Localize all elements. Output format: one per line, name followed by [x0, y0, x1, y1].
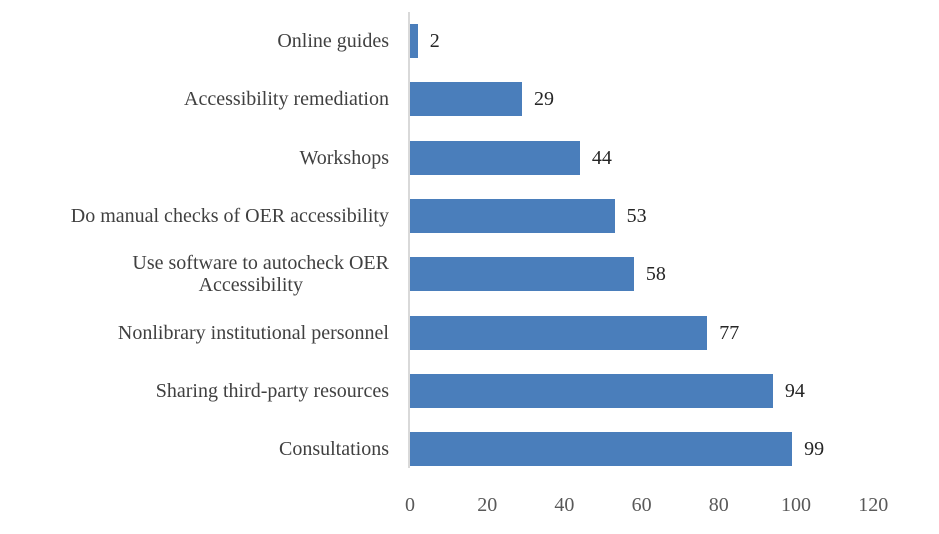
category-label-line: Accessibility remediation — [184, 88, 389, 110]
x-tick-label: 40 — [554, 494, 575, 516]
category-label: Sharing third-party resources — [0, 380, 389, 402]
bar-row: Do manual checks of OER accessibility 53 — [0, 199, 939, 233]
x-tick-label: 0 — [405, 494, 415, 516]
bar-row: Workshops 44 — [0, 141, 939, 175]
category-label: Nonlibrary institutional personnel — [0, 322, 389, 344]
x-tick-label: 100 — [781, 494, 811, 516]
bar-row: Nonlibrary institutional personnel 77 — [0, 316, 939, 350]
value-label: 44 — [591, 147, 612, 169]
value-label: 53 — [626, 205, 647, 227]
bar — [410, 199, 615, 233]
category-label: Accessibility remediation — [0, 88, 389, 110]
bar-row: Use software to autocheck OER Accessibili… — [0, 252, 939, 296]
category-label-line: Use software to autocheck OER — [132, 252, 389, 274]
value-label: 94 — [784, 380, 805, 402]
value-label: 29 — [533, 88, 554, 110]
category-label-line: Sharing third-party resources — [155, 380, 389, 402]
bar — [410, 257, 634, 291]
category-label: Workshops — [0, 147, 389, 169]
category-label: Consultations — [0, 438, 389, 460]
bar — [410, 432, 793, 466]
bar — [410, 374, 773, 408]
category-label: Use software to autocheck OER Accessibili… — [0, 252, 389, 296]
category-label-line: Workshops — [299, 147, 389, 169]
x-tick-label: 120 — [858, 494, 889, 516]
bar — [410, 141, 580, 175]
bar-row: Accessibility remediation 29 — [0, 82, 939, 116]
bar-row: Sharing third-party resources 94 — [0, 374, 939, 408]
category-label-line: Nonlibrary institutional personnel — [117, 322, 389, 344]
category-label-line: Consultations — [278, 438, 389, 460]
bar — [410, 316, 708, 350]
category-label-line: Accessibility — [198, 274, 303, 296]
bar — [410, 24, 418, 58]
category-label-line: Online guides — [277, 30, 389, 52]
value-label: 2 — [429, 30, 440, 52]
x-tick-label: 60 — [631, 494, 652, 516]
bar-row: Online guides 2 — [0, 24, 939, 58]
bar — [410, 82, 522, 116]
category-label: Online guides — [0, 30, 389, 52]
y-axis-line — [408, 12, 410, 468]
category-label-line: Do manual checks of OER accessibility — [70, 205, 389, 227]
value-label: 58 — [645, 263, 666, 285]
x-tick-label: 80 — [708, 494, 729, 516]
value-label: 77 — [719, 322, 740, 344]
bar-row: Consultations 99 — [0, 432, 939, 466]
x-tick-label: 20 — [477, 494, 498, 516]
category-label: Do manual checks of OER accessibility — [0, 205, 389, 227]
value-label: 99 — [804, 438, 825, 460]
